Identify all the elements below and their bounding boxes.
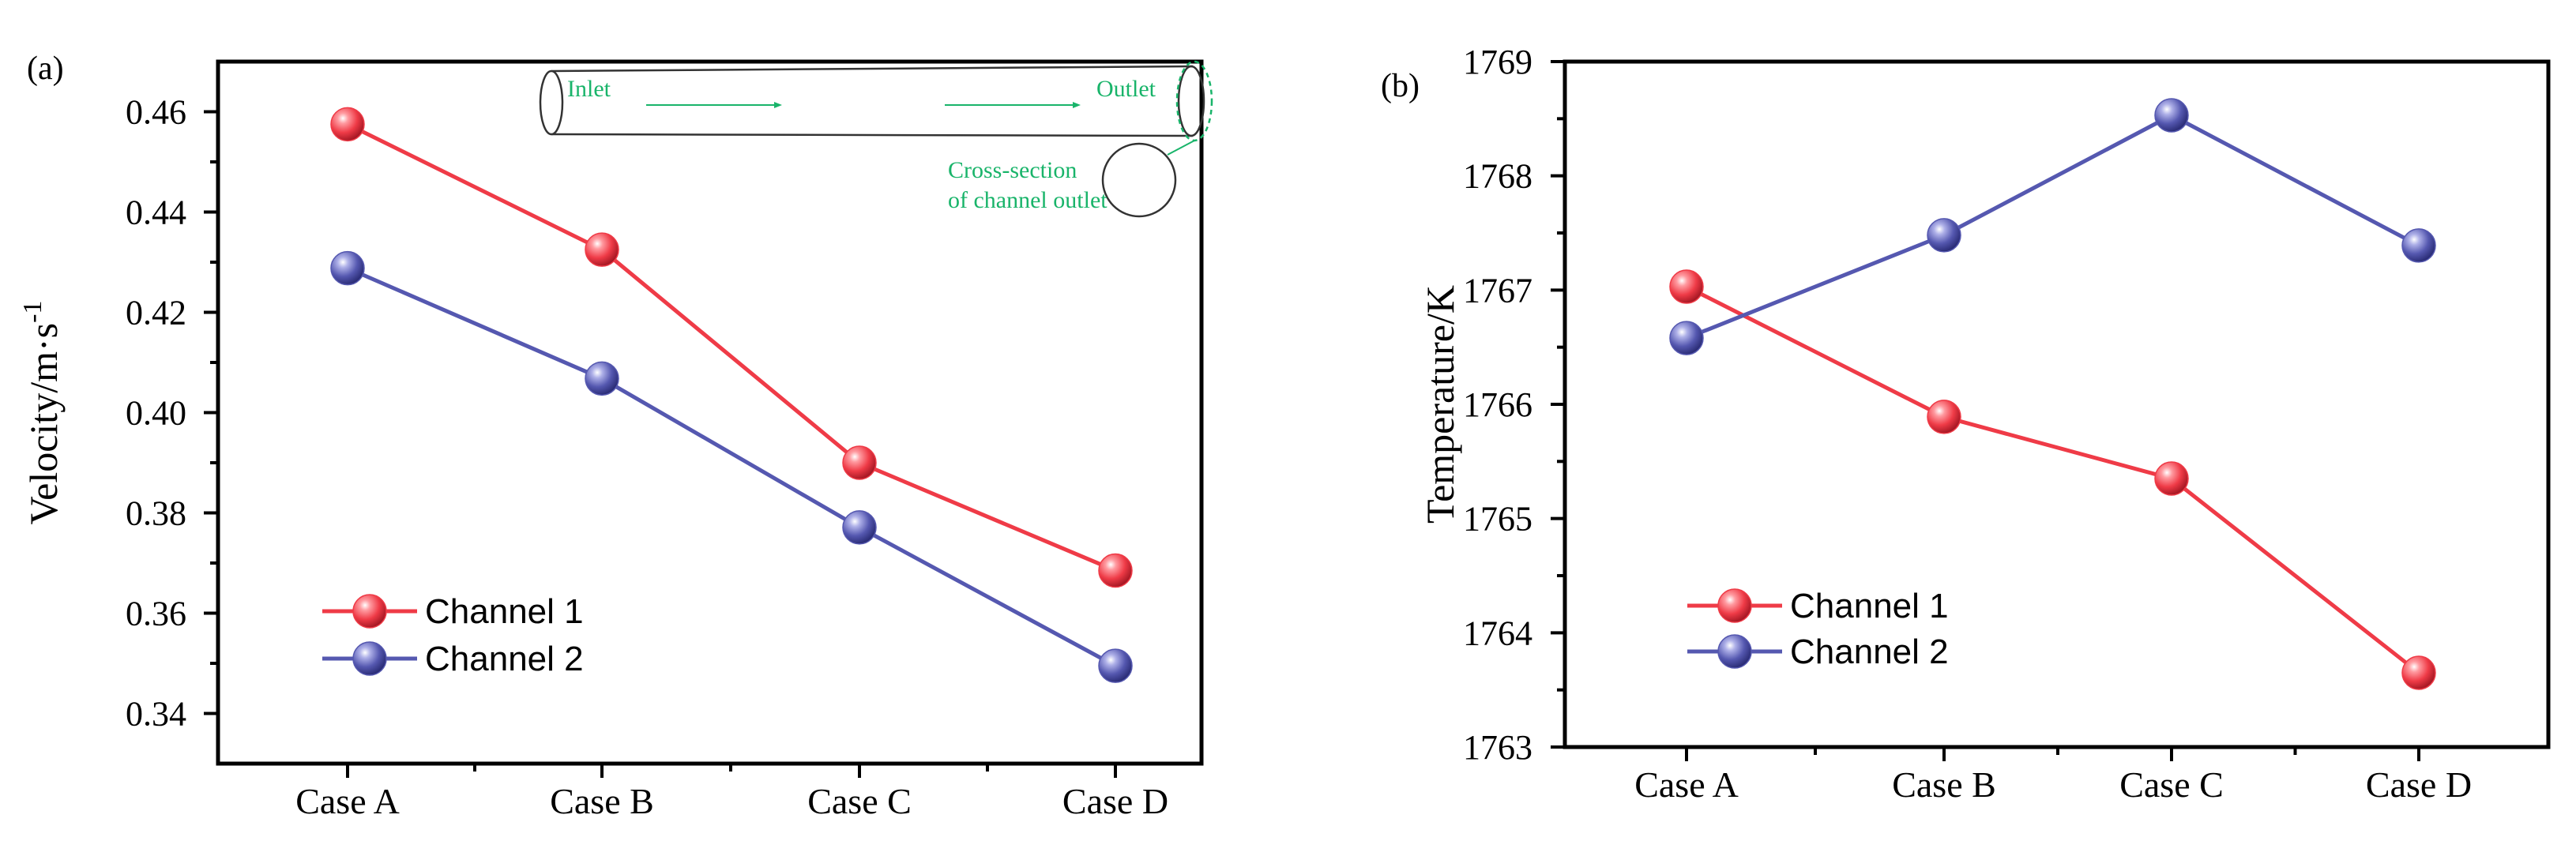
y-tick-label: 0.42 xyxy=(126,294,186,332)
x-tick-label: Case C xyxy=(2119,764,2224,805)
data-point-2 xyxy=(1098,648,1133,683)
flow-arrow-head xyxy=(1073,102,1081,108)
outlet-section-marker xyxy=(1175,60,1213,142)
y-tick-label: 1763 xyxy=(1463,728,1532,767)
series-line-2 xyxy=(347,266,1117,668)
legend-label-1: Channel 1 xyxy=(1790,587,1949,625)
series-line-2 xyxy=(1686,113,2420,340)
y-tick-label: 1764 xyxy=(1463,614,1532,652)
x-tick-label: Case D xyxy=(2366,764,2472,805)
data-point-1 xyxy=(842,445,877,480)
flow-arrow-head xyxy=(774,102,782,108)
y-tick-label: 0.38 xyxy=(126,494,186,533)
legend-label-1: Channel 1 xyxy=(425,592,584,631)
y-axis-label-text: Velocity/m·s xyxy=(21,323,66,525)
channel-top-edge xyxy=(551,65,1194,73)
y-axis-label-superscript: -1 xyxy=(18,301,47,323)
y-axis-label-text: Temperature/K xyxy=(1418,285,1462,524)
x-tick-label: Case A xyxy=(295,781,400,821)
inlet-label: Inlet xyxy=(567,76,611,102)
x-tick-label: Case D xyxy=(1062,781,1168,821)
cross-section-label: Cross-section xyxy=(948,157,1077,183)
y-tick-label: 0.34 xyxy=(126,695,186,734)
data-point-2 xyxy=(1669,321,1704,355)
data-point-1 xyxy=(1927,400,1961,434)
y-tick-label: 1768 xyxy=(1463,157,1532,196)
data-point-1 xyxy=(585,232,619,267)
x-tick-label: Case B xyxy=(550,781,654,821)
y-axis-label: Velocity/m·s-1 xyxy=(18,301,66,525)
channel-bottom-edge xyxy=(551,133,1194,137)
y-tick-label: 1766 xyxy=(1463,385,1532,424)
data-point-2 xyxy=(2401,228,2436,263)
data-point-2 xyxy=(842,510,877,545)
x-tick-label: Case C xyxy=(807,781,912,821)
data-point-1 xyxy=(1098,553,1133,588)
legend-label-2: Channel 2 xyxy=(425,640,584,678)
legend-marker-1 xyxy=(1717,588,1752,623)
legend-label-2: Channel 2 xyxy=(1790,633,1949,671)
series-line-1 xyxy=(346,122,1116,573)
channel-inset-diagram: Inlet Outlet Cross-section of channel outle… xyxy=(539,60,1213,218)
data-point-2 xyxy=(1927,218,1961,253)
data-point-2 xyxy=(330,250,365,286)
chart-panel-a: (a) 0.34 0.36 0.38 0.40 0.42 0.44 0.46 Case A Cas… xyxy=(18,51,1213,821)
y-tick-label: 0.40 xyxy=(126,394,186,433)
y-tick-label: 1767 xyxy=(1463,271,1532,310)
data-point-1 xyxy=(2154,461,2189,496)
plot-frame xyxy=(1563,59,2551,749)
channel-outlet-end xyxy=(1177,65,1205,137)
cross-section-pointer xyxy=(1167,140,1195,156)
y-tick-label: 0.46 xyxy=(126,93,186,132)
cross-section-circle xyxy=(1101,142,1177,218)
y-axis-label: Temperature/K xyxy=(1418,285,1462,524)
legend-marker-2 xyxy=(352,641,387,676)
panel-label: (b) xyxy=(1381,68,1420,104)
data-point-1 xyxy=(2401,655,2436,690)
series-line-1 xyxy=(1685,284,2420,674)
cross-section-label-2: of channel outlet xyxy=(948,187,1107,213)
legend-marker-1 xyxy=(352,594,387,629)
x-tick-label: Case B xyxy=(1892,764,1996,805)
y-tick-label: 1765 xyxy=(1463,500,1532,539)
y-tick-label: 0.44 xyxy=(126,193,186,232)
chart-panel-b: (b) 1763 1764 1765 1766 1767 1768 1769 Case A Cas… xyxy=(1381,43,2551,805)
y-tick-label: 0.36 xyxy=(126,595,186,633)
data-point-2 xyxy=(585,361,619,396)
x-tick-label: Case A xyxy=(1634,764,1739,805)
data-point-2 xyxy=(2154,98,2189,133)
legend-marker-2 xyxy=(1717,634,1752,669)
outlet-label: Outlet xyxy=(1096,76,1156,102)
channel-inlet-end xyxy=(539,69,564,136)
data-point-1 xyxy=(330,107,365,142)
panel-label: (a) xyxy=(27,51,64,87)
data-point-1 xyxy=(1669,269,1704,304)
y-tick-label: 1769 xyxy=(1463,43,1532,81)
